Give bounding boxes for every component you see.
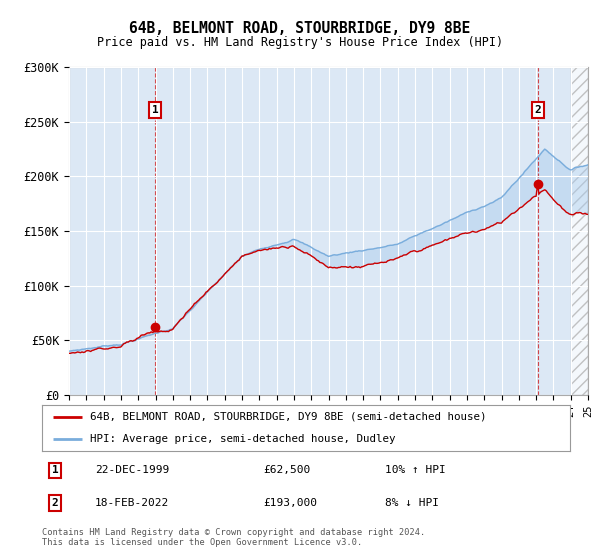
Text: 18-FEB-2022: 18-FEB-2022 — [95, 498, 169, 508]
Text: HPI: Average price, semi-detached house, Dudley: HPI: Average price, semi-detached house,… — [89, 434, 395, 444]
Text: 8% ↓ HPI: 8% ↓ HPI — [385, 498, 439, 508]
Text: 1: 1 — [152, 105, 158, 115]
Bar — [571, 67, 588, 395]
Text: £62,500: £62,500 — [264, 465, 311, 475]
Text: 1: 1 — [52, 465, 59, 475]
Text: £193,000: £193,000 — [264, 498, 318, 508]
Text: 2: 2 — [52, 498, 59, 508]
Text: 64B, BELMONT ROAD, STOURBRIDGE, DY9 8BE: 64B, BELMONT ROAD, STOURBRIDGE, DY9 8BE — [130, 21, 470, 36]
Text: 10% ↑ HPI: 10% ↑ HPI — [385, 465, 446, 475]
Text: 22-DEC-1999: 22-DEC-1999 — [95, 465, 169, 475]
Text: 2: 2 — [535, 105, 542, 115]
Text: Price paid vs. HM Land Registry's House Price Index (HPI): Price paid vs. HM Land Registry's House … — [97, 36, 503, 49]
Text: 64B, BELMONT ROAD, STOURBRIDGE, DY9 8BE (semi-detached house): 64B, BELMONT ROAD, STOURBRIDGE, DY9 8BE … — [89, 412, 486, 422]
Text: Contains HM Land Registry data © Crown copyright and database right 2024.
This d: Contains HM Land Registry data © Crown c… — [42, 528, 425, 547]
